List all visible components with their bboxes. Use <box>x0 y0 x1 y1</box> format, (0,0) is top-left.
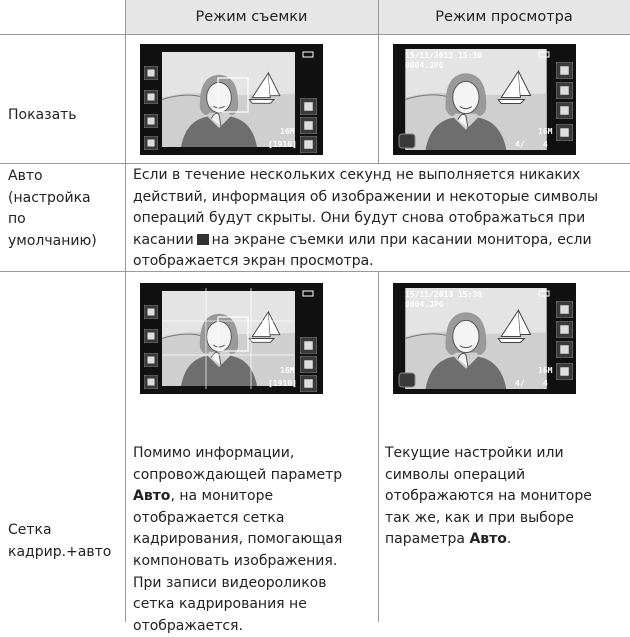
screen-text: 0004.JPG <box>405 300 444 309</box>
cell-text: Помимо информации, сопровождающей параме… <box>133 443 369 637</box>
text: на экране съемки или при касании монитор… <box>133 231 592 270</box>
screen-text: 16M <box>280 366 295 375</box>
text: Если в течение нескольких секунд не выпо… <box>133 167 599 248</box>
playback-screen: 15/11/2013 15:30 0004.JPG 16M 4/ 4 <box>393 44 576 155</box>
shooting-screen-grid: 16M [1910] <box>140 283 323 394</box>
table-graphics: 16M [1910] 15/11/2013 15:30 0004.JPG 16M… <box>0 0 630 622</box>
table-lines <box>0 0 630 622</box>
row-label: Сетка кадрир.+авто <box>8 522 112 560</box>
row-text: Если в течение нескольких секунд не выпо… <box>133 165 611 273</box>
screen-text: [1910] <box>268 379 297 388</box>
column-header: Режим съемки <box>195 9 308 25</box>
screen-text: 4 <box>543 379 548 388</box>
screen-text: 4/ <box>515 140 525 149</box>
text: . <box>506 531 512 548</box>
column-header: Режим просмотра <box>435 9 573 25</box>
screen-text: 16M <box>538 366 553 375</box>
screen-text: 15/11/2013 15:30 <box>405 51 482 60</box>
bold-text: Авто <box>469 531 507 548</box>
disp-icon <box>196 233 209 245</box>
screen-text: 16M <box>280 127 295 136</box>
screen-text: 0004.JPG <box>405 61 444 70</box>
screen-text: [1910] <box>268 140 297 149</box>
text: , на мониторе отображается сетка кадриро… <box>133 488 343 634</box>
row-label: Авто (настройка по умолчанию) <box>8 168 97 249</box>
bold-text: Авто <box>133 488 171 505</box>
shooting-screen: 16M [1910] <box>140 44 323 155</box>
screen-text: 4/ <box>515 379 525 388</box>
text: Помимо информации, сопровождающей параме… <box>133 445 343 483</box>
screen-text: 16M <box>538 127 553 136</box>
playback-screen: 15/11/2013 15:30 0004.JPG 16M 4/ 4 <box>393 283 576 394</box>
text: Текущие настройки или символы операций о… <box>385 445 592 548</box>
screen-text: 4 <box>543 140 548 149</box>
row-label: Показать <box>8 107 77 123</box>
header-bg <box>125 0 630 34</box>
screen-text: 15/11/2013 15:30 <box>405 290 482 299</box>
cell-text: Текущие настройки или символы операций о… <box>385 443 615 551</box>
